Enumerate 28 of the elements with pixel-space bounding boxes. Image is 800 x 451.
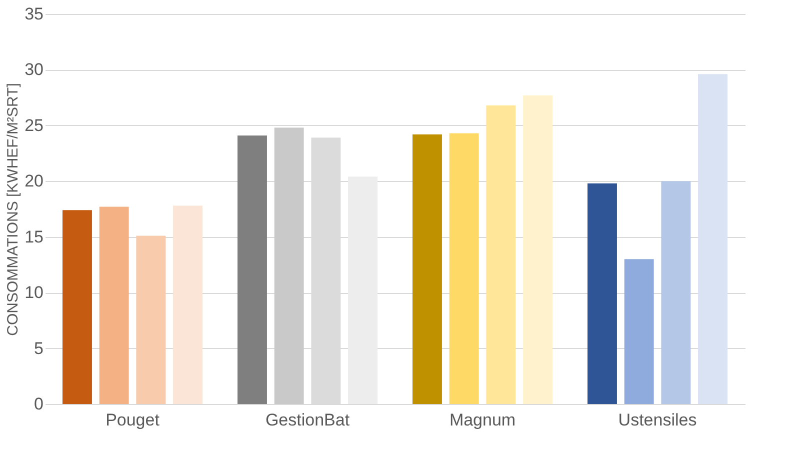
x-tick-label: Ustensiles — [618, 410, 697, 430]
y-tick-label: 35 — [24, 4, 44, 24]
bar — [238, 135, 267, 404]
y-tick-label: 5 — [34, 338, 44, 358]
bar — [588, 183, 617, 404]
bar — [486, 105, 516, 404]
y-tick-label: 25 — [24, 116, 44, 135]
x-tick-label: Magnum — [449, 410, 516, 430]
x-tick-label: GestionBat — [265, 410, 350, 430]
x-tick-label: Pouget — [106, 410, 160, 430]
bar — [698, 74, 728, 404]
bar — [62, 210, 92, 404]
bar — [449, 133, 479, 404]
bar — [274, 128, 304, 404]
bar — [523, 95, 552, 404]
bar — [136, 236, 166, 404]
bar — [173, 206, 202, 404]
bar — [99, 206, 129, 404]
y-tick-label: 10 — [24, 283, 44, 302]
bar — [412, 134, 442, 404]
y-tick-label: 15 — [24, 227, 44, 246]
y-tick-label: 20 — [24, 172, 44, 191]
bar — [661, 181, 691, 404]
bar — [624, 259, 654, 404]
bar — [348, 176, 378, 404]
y-tick-label: 0 — [34, 394, 44, 414]
y-axis-title: CONSOMMATIONS [KWHEF/M²SRT] — [4, 83, 22, 336]
y-tick-label: 30 — [24, 60, 44, 80]
